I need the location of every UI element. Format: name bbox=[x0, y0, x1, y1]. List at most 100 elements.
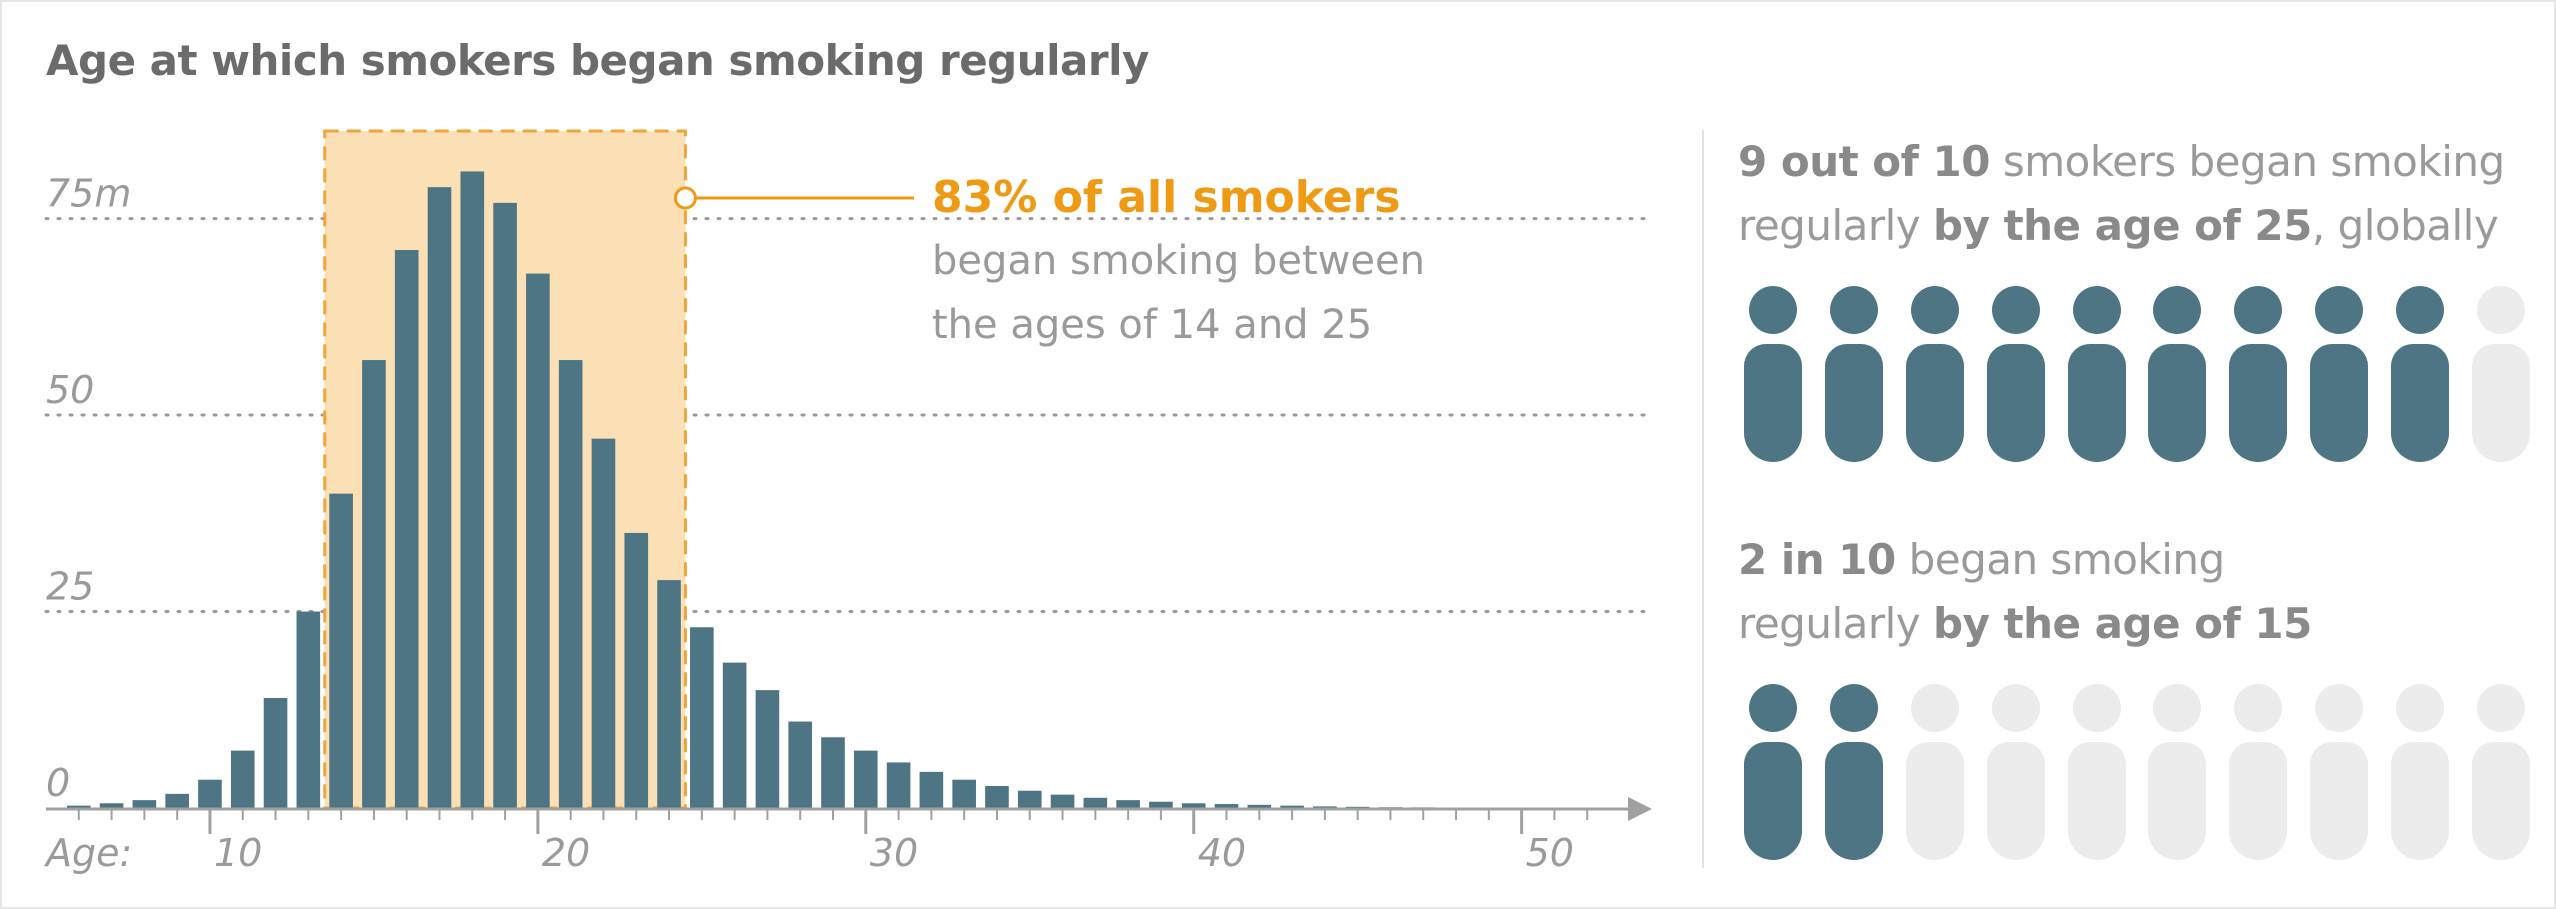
x-tick-label-50: 50 bbox=[1526, 831, 1574, 875]
bar-age-22 bbox=[591, 438, 616, 808]
bar-age-14 bbox=[329, 493, 353, 808]
annotation: 83% of all smokers began smoking between… bbox=[673, 172, 1425, 348]
bar-age-44 bbox=[1313, 806, 1337, 808]
stat-by-25-pre: regularly bbox=[1738, 201, 1934, 250]
person-head bbox=[2072, 286, 2121, 334]
stat-by-15-bold: 2 in 10 bbox=[1738, 535, 1896, 584]
bar-age-39 bbox=[1149, 801, 1173, 808]
x-tick-label-10: 10 bbox=[214, 831, 262, 875]
stat-by-25: 9 out of 10 smokers began smoking regula… bbox=[1738, 130, 2505, 258]
annotation-line-1: began smoking between bbox=[932, 238, 1425, 284]
person-icon-filled bbox=[2148, 286, 2207, 466]
stat-by-15-line-1: 2 in 10 began smoking bbox=[1738, 528, 2312, 592]
bar-age-34 bbox=[985, 785, 1009, 808]
y-tick-label-0: 0 bbox=[46, 761, 70, 805]
person-head bbox=[2315, 684, 2364, 732]
person-head bbox=[2477, 684, 2525, 732]
person-body bbox=[2067, 344, 2126, 462]
person-body bbox=[2472, 344, 2530, 462]
bar-age-43 bbox=[1280, 805, 1304, 808]
stat-by-15-pre: regularly bbox=[1738, 599, 1934, 648]
bar-age-28 bbox=[788, 721, 813, 808]
stat-by-15-text: began smoking bbox=[1895, 535, 2226, 584]
stat-by-15: 2 in 10 began smoking regularly by the a… bbox=[1738, 528, 2312, 656]
bar-age-45 bbox=[1345, 806, 1370, 808]
stat-by-25-line-2: regularly by the age of 25, globally bbox=[1738, 194, 2505, 258]
bar-age-11 bbox=[230, 750, 255, 808]
person-icon-filled bbox=[1744, 286, 1802, 466]
bar-age-23 bbox=[624, 532, 649, 808]
person-head bbox=[2396, 684, 2445, 732]
person-body bbox=[1744, 344, 1802, 462]
x-tick-label-20: 20 bbox=[542, 831, 590, 875]
person-icon-empty bbox=[2310, 684, 2369, 864]
bar-age-6 bbox=[66, 805, 91, 808]
person-icon-empty bbox=[2391, 684, 2450, 864]
person-body bbox=[2229, 742, 2288, 860]
stat-by-15-line-2: regularly by the age of 15 bbox=[1738, 592, 2312, 656]
bars bbox=[66, 171, 1534, 809]
stat-by-25-bold: 9 out of 10 bbox=[1738, 137, 1991, 186]
bar-age-35 bbox=[1017, 790, 1042, 808]
person-icon-empty bbox=[1986, 684, 2045, 864]
person-body bbox=[1986, 742, 2045, 860]
y-tick-label-50: 50 bbox=[46, 368, 94, 412]
stat-by-25-age: by the age of 25 bbox=[1933, 201, 2312, 250]
person-head bbox=[1829, 684, 1878, 732]
bar-age-38 bbox=[1116, 800, 1140, 808]
person-body bbox=[1905, 742, 1964, 860]
person-body bbox=[1824, 344, 1883, 462]
y-tick-labels: 0 25 50 75m bbox=[46, 172, 131, 805]
bar-age-10 bbox=[198, 779, 222, 808]
stat-by-25-line-1: 9 out of 10 smokers began smoking bbox=[1738, 130, 2505, 194]
bar-age-32 bbox=[919, 771, 944, 808]
x-axis: Age: 10 20 30 40 50 bbox=[43, 797, 1652, 875]
person-icon-filled bbox=[1744, 684, 1802, 864]
person-icon-filled bbox=[1824, 684, 1883, 864]
annotation-headline: 83% of all smokers bbox=[932, 172, 1401, 223]
bar-age-8 bbox=[132, 800, 157, 808]
panel-divider bbox=[1702, 130, 1704, 868]
person-head bbox=[1749, 684, 1797, 732]
person-icon-filled bbox=[2391, 286, 2450, 466]
bar-chart: Age: 10 20 30 40 50 0 25 50 75m 83% of all smoke… bbox=[43, 129, 1654, 875]
person-head bbox=[2234, 286, 2283, 334]
person-icon-empty bbox=[2472, 286, 2530, 466]
bar-age-15 bbox=[362, 360, 386, 808]
person-icon-filled bbox=[1905, 286, 1964, 466]
person-head bbox=[2153, 684, 2202, 732]
bar-age-37 bbox=[1083, 797, 1108, 808]
person-head bbox=[1991, 684, 2040, 732]
bar-age-33 bbox=[952, 779, 976, 808]
person-icon-filled bbox=[2229, 286, 2288, 466]
person-body bbox=[2310, 742, 2369, 860]
person-icon-filled bbox=[1824, 286, 1883, 466]
person-head bbox=[2234, 684, 2283, 732]
person-body bbox=[1905, 344, 1964, 462]
x-axis-label: Age: bbox=[43, 831, 132, 875]
x-tick-label-30: 30 bbox=[870, 831, 918, 875]
bar-age-13 bbox=[296, 611, 321, 808]
person-head bbox=[2153, 286, 2202, 334]
x-tick-label-40: 40 bbox=[1198, 831, 1246, 875]
person-icon-filled bbox=[1986, 286, 2045, 466]
callout-dot bbox=[673, 186, 697, 210]
person-icon-empty bbox=[2148, 684, 2207, 864]
bar-age-25 bbox=[690, 627, 714, 808]
person-icon-empty bbox=[1905, 684, 1964, 864]
bar-age-30 bbox=[853, 750, 878, 808]
bar-age-24 bbox=[657, 580, 681, 808]
person-body bbox=[2472, 742, 2530, 860]
bar-age-18 bbox=[460, 171, 485, 808]
bar-age-42 bbox=[1247, 804, 1272, 808]
person-body bbox=[2310, 344, 2369, 462]
bar-age-12 bbox=[263, 697, 288, 808]
person-icon-filled bbox=[2310, 286, 2369, 466]
person-body bbox=[1744, 742, 1802, 860]
person-body bbox=[2148, 344, 2207, 462]
person-head bbox=[2396, 286, 2445, 334]
bar-age-31 bbox=[886, 762, 911, 808]
person-icon-empty bbox=[2472, 684, 2530, 864]
bar-age-27 bbox=[755, 690, 780, 808]
